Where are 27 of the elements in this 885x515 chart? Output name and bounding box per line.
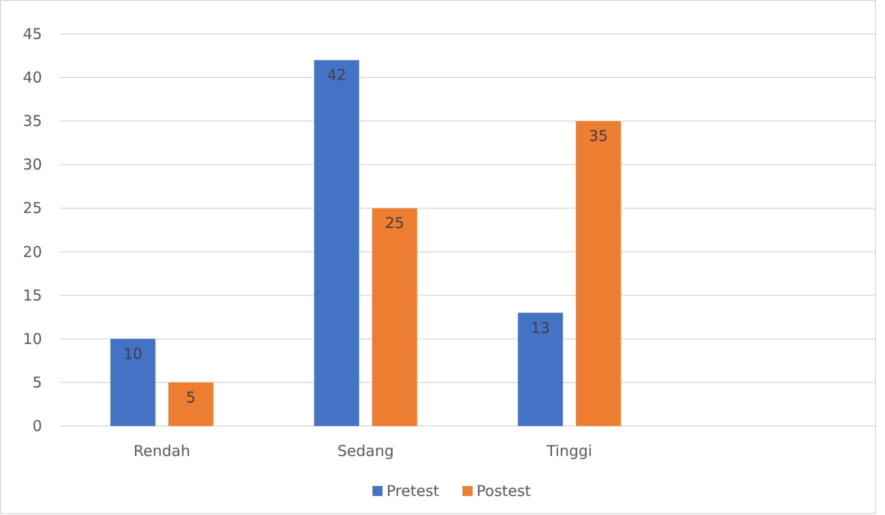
y-tick-label: 15 [22, 286, 42, 304]
legend-label: Pretest [386, 482, 440, 500]
bar [110, 338, 156, 426]
y-tick-label: 20 [22, 242, 42, 261]
y-tick-label: 45 [22, 25, 42, 43]
bar [576, 121, 621, 426]
data-label: 42 [327, 66, 346, 84]
y-tick-label: 30 [22, 156, 42, 174]
y-tick-label: 25 [22, 199, 42, 218]
bar [314, 60, 360, 426]
bar [168, 382, 214, 426]
bar [372, 208, 418, 426]
data-label: 10 [123, 344, 142, 363]
data-label: 35 [588, 127, 608, 146]
bar [518, 312, 563, 426]
legend-label: Postest [476, 482, 531, 500]
y-tick-label: 35 [22, 112, 42, 130]
x-tick-label: Rendah [134, 442, 190, 460]
y-tick-label: 10 [22, 330, 42, 348]
y-tick-label: 5 [32, 373, 42, 392]
x-tick-label: Tinggi [546, 442, 592, 460]
y-tick-label: 40 [22, 68, 42, 87]
data-label: 25 [385, 214, 404, 232]
y-tick-label: 0 [32, 417, 42, 435]
x-tick-label: Sedang [337, 442, 394, 460]
data-label: 5 [186, 388, 196, 406]
data-label: 13 [530, 318, 550, 337]
